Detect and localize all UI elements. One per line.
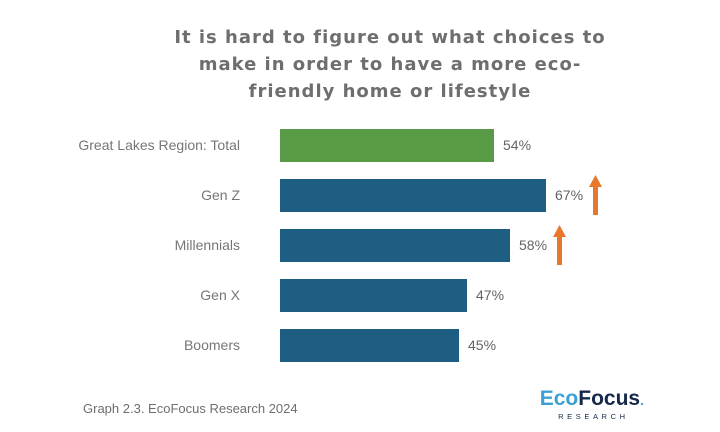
bar-area: 45%	[280, 320, 496, 370]
category-label: Gen Z	[201, 187, 240, 203]
chart-row: Gen X 47%	[0, 270, 720, 320]
bar-area: 47%	[280, 270, 504, 320]
up-arrow-icon	[589, 175, 603, 215]
category-label: Gen X	[200, 287, 240, 303]
value-label: 45%	[468, 337, 497, 353]
bar	[280, 278, 467, 312]
chart-title: It is hard to figure out what choices to…	[120, 24, 660, 105]
chart-row: Millennials 58%	[0, 220, 720, 270]
logo-eco-text: Eco	[539, 387, 579, 410]
value-label: 47%	[476, 287, 505, 303]
bar-area: 67%	[280, 170, 603, 220]
chart-title-line-2: make in order to have a more eco-	[198, 54, 582, 75]
logo-research-text: RESEARCH	[558, 412, 629, 421]
category-label: Millennials	[174, 237, 240, 253]
value-label: 67%	[555, 187, 584, 203]
bar-area: 58%	[280, 220, 567, 270]
bar	[280, 228, 510, 262]
category-label: Boomers	[183, 337, 240, 353]
chart-row: Boomers 45%	[0, 320, 720, 370]
logo-focus-text: Focus	[578, 387, 641, 410]
logo-dot: .	[640, 392, 644, 408]
bar-chart: Great Lakes Region: Total 54% Gen Z 67% Mill…	[0, 120, 720, 370]
chart-row: Gen Z 67%	[0, 170, 720, 220]
ecofocus-wordmark: EcoFocus.	[540, 388, 644, 411]
up-arrow-icon	[553, 225, 567, 265]
bar	[280, 128, 494, 162]
ecofocus-logo: EcoFocus. RESEARCH	[540, 388, 644, 422]
bar	[280, 178, 546, 212]
chart-row: Great Lakes Region: Total 54%	[0, 120, 720, 170]
bar-area: 54%	[280, 120, 531, 170]
bar	[280, 328, 459, 362]
value-label: 58%	[519, 237, 548, 253]
chart-title-line-3: friendly home or lifestyle	[248, 81, 532, 102]
chart-title-line-1: It is hard to figure out what choices to	[174, 27, 606, 48]
value-label: 54%	[503, 137, 532, 153]
category-label: Great Lakes Region: Total	[78, 137, 240, 153]
graph-caption: Graph 2.3. EcoFocus Research 2024	[83, 401, 298, 416]
